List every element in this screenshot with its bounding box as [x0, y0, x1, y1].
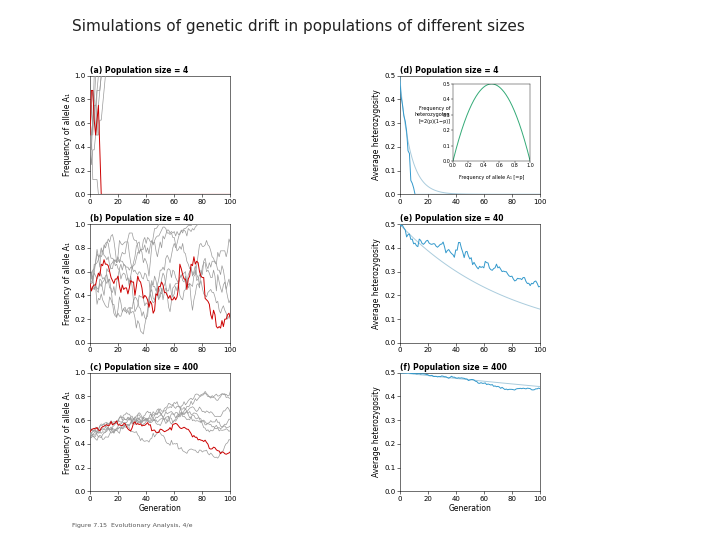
Text: Simulations of genetic drift in populations of different sizes: Simulations of genetic drift in populati…: [72, 19, 525, 34]
Y-axis label: Frequency of allele A₁: Frequency of allele A₁: [63, 390, 72, 474]
X-axis label: Generation: Generation: [139, 504, 181, 514]
Text: Frequency of allele A₁ [=p]: Frequency of allele A₁ [=p]: [459, 176, 524, 180]
Y-axis label: Average heterozygosity: Average heterozygosity: [372, 90, 382, 180]
Y-axis label: Average heterozygosity: Average heterozygosity: [372, 238, 382, 329]
Text: (f) Population size = 400: (f) Population size = 400: [400, 363, 506, 372]
Text: (d) Population size = 4: (d) Population size = 4: [400, 66, 498, 75]
Y-axis label: Frequency of allele A₁: Frequency of allele A₁: [63, 242, 72, 325]
Text: (e) Population size = 40: (e) Population size = 40: [400, 214, 503, 224]
Text: (b) Population size = 40: (b) Population size = 40: [90, 214, 194, 224]
Y-axis label: Frequency of allele A₁: Frequency of allele A₁: [63, 93, 72, 177]
Text: (c) Population size = 400: (c) Population size = 400: [90, 363, 198, 372]
X-axis label: Generation: Generation: [449, 504, 491, 514]
Text: Figure 7.15  Evolutionary Analysis, 4/e: Figure 7.15 Evolutionary Analysis, 4/e: [72, 523, 192, 528]
Text: (a) Population size = 4: (a) Population size = 4: [90, 66, 188, 75]
Text: Frequency of
heterozygotes
[=2(p)(1−p)]: Frequency of heterozygotes [=2(p)(1−p)]: [415, 106, 450, 124]
Y-axis label: Average heterozygosity: Average heterozygosity: [372, 387, 382, 477]
